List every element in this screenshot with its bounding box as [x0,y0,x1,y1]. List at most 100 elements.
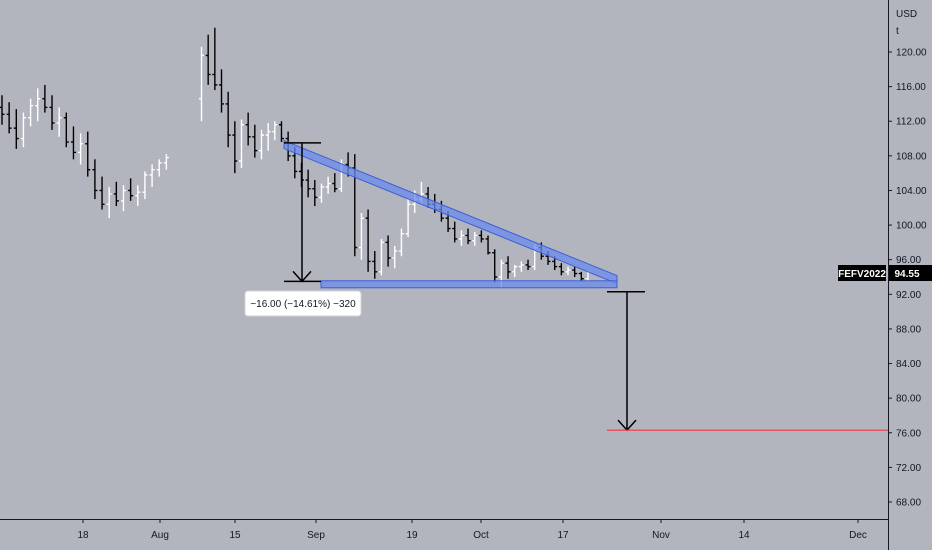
time-tick-label: 19 [406,530,418,541]
price-bar [128,178,134,201]
price-tick-label: 88.00 [896,324,921,335]
measure-label-text: −16.00 (−14.61%) −320 [250,299,356,310]
price-tick-label: 84.00 [896,359,921,370]
time-axis[interactable]: 18 Aug 15 Sep 19 Oct 17 Nov 14 Dec [0,519,888,541]
price-bar [245,112,251,146]
price-bar [305,169,311,198]
time-tick-label: Aug [151,530,169,541]
measure-label-box [244,290,362,317]
price-bar [99,176,105,210]
price-bar [332,173,338,193]
price-tick-label: 116.00 [896,82,926,93]
price-tick-label: 120.00 [896,48,927,59]
unit-label: t [896,26,899,37]
time-tick-label: 14 [738,530,750,541]
price-bar [565,266,571,276]
price-bar [35,88,41,122]
price-bar [458,230,464,246]
time-tick-label: Dec [849,530,867,541]
time-tick-label: Oct [473,530,489,541]
price-bar [92,159,98,200]
currency-label: USD [896,9,917,20]
price-bar [325,176,331,194]
time-tick-label: 17 [557,530,569,541]
price-tick-label: 92.00 [896,290,921,301]
price-bar [405,199,411,238]
price-bar [149,164,155,187]
price-bar [312,180,318,207]
price-bar [6,102,12,134]
price-bar [372,251,378,279]
last-price-badge [889,265,932,281]
price-bar [265,122,271,151]
price-bar [28,98,34,127]
price-bar [120,185,126,212]
price-bar [278,121,284,142]
price-bar [238,119,244,168]
price-bar [258,129,264,160]
price-bar [113,181,119,207]
time-tick-label: Nov [652,530,670,541]
price-bar [365,209,371,272]
price-bar [199,46,205,122]
price-bar [135,185,141,207]
price-bar [558,263,564,276]
price-bar [378,238,384,276]
price-bar [572,266,578,277]
price-bar [485,235,491,255]
measure-arrowhead [292,270,312,283]
price-bar [225,91,231,148]
price-tick-label: 104.00 [896,186,927,197]
triangle-pattern [283,139,618,289]
time-tick-label: 15 [229,530,241,541]
price-tick-label: 100.00 [896,221,927,232]
price-bar [478,230,484,243]
price-bar [232,121,238,174]
price-bar [49,95,55,130]
price-bar [142,171,148,200]
price-bar [578,271,584,281]
price-bar [512,264,518,277]
symbol-badge [838,265,886,281]
measure-label: −16.00 (−14.61%) −320 [244,290,362,317]
price-bar [452,221,458,243]
last-price-text: 94.55 [894,269,919,280]
price-bar [358,212,364,260]
price-bar [78,133,84,165]
price-bar [70,126,76,160]
price-bar [392,245,398,269]
price-bar [398,228,404,257]
price-bar [156,159,162,177]
symbol-badge-text: FEFV2022 [838,269,886,280]
price-bar [85,131,91,177]
price-tick-label: 72.00 [896,463,921,474]
price-bar [272,121,278,141]
price-bar [525,259,531,271]
price-bar [106,187,112,219]
price-bar [505,256,511,279]
price-bar [13,109,19,149]
price-bar [212,27,218,91]
price-bar [492,249,498,283]
price-bar [518,261,524,272]
price-tick-label: 80.00 [896,394,921,405]
price-bar [205,34,211,85]
time-tick-label: Sep [307,530,325,541]
price-bar [472,232,478,246]
price-bar [56,107,62,137]
price-bar [219,69,225,113]
price-bar [252,124,258,158]
price-tick-label: 76.00 [896,428,921,439]
price-bar [163,154,169,170]
price-bar [20,112,26,148]
price-bar [318,183,324,203]
price-axis[interactable]: USD t 120.00 116.00 112.00 108.00 104.00 100.… [888,0,927,550]
price-bar [0,95,5,125]
symbol-price-badge: FEFV2022 94.55 [838,265,932,281]
price-bar [385,235,391,267]
price-bar [42,84,48,113]
support-line-channel [320,280,618,289]
price-tick-label: 108.00 [896,151,927,162]
